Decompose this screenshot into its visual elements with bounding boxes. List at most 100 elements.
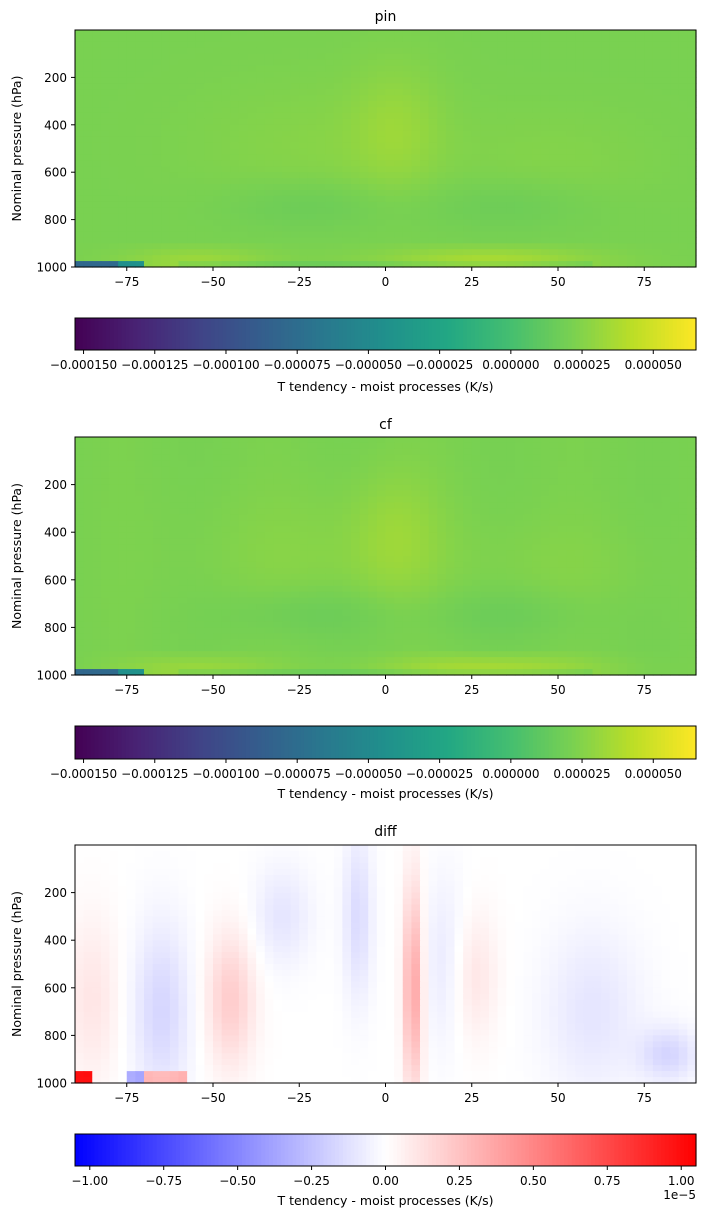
heatmap-cell xyxy=(307,219,318,227)
heatmap-cell xyxy=(195,484,205,492)
colorbar-segment xyxy=(140,318,146,350)
heatmap-cell xyxy=(480,178,490,185)
heatmap-cell xyxy=(351,243,361,250)
heatmap-cell xyxy=(187,496,197,504)
heatmap-cell xyxy=(454,225,464,233)
heatmap-cell xyxy=(100,255,111,262)
heatmap-cell xyxy=(644,526,654,533)
heatmap-cell xyxy=(307,41,318,49)
heatmap-cell xyxy=(411,160,421,167)
heatmap-cell xyxy=(109,225,119,233)
heatmap-cell xyxy=(75,130,85,138)
heatmap-cell xyxy=(532,142,542,150)
heatmap-cell xyxy=(351,89,361,96)
heatmap-cell xyxy=(652,567,663,575)
heatmap-cell xyxy=(428,460,438,468)
heatmap-cell xyxy=(342,101,352,108)
heatmap-cell xyxy=(342,213,352,221)
heatmap-cell xyxy=(359,201,369,209)
heatmap-cell xyxy=(273,178,283,185)
heatmap-cell xyxy=(635,47,645,55)
heatmap-cell xyxy=(195,136,205,144)
heatmap-cell xyxy=(333,508,343,515)
heatmap-cell xyxy=(178,47,188,55)
heatmap-cell xyxy=(169,502,180,509)
heatmap-cell xyxy=(471,472,481,480)
heatmap-cell xyxy=(575,118,585,126)
heatmap-cell xyxy=(109,219,119,227)
heatmap-cell xyxy=(609,460,619,468)
heatmap-cell xyxy=(592,526,602,533)
heatmap-cell xyxy=(402,219,412,227)
heatmap-cell xyxy=(299,59,309,67)
heatmap-cell xyxy=(402,118,412,126)
heatmap-cell xyxy=(644,148,654,156)
colorbar-segment xyxy=(86,318,92,350)
heatmap-cell xyxy=(247,478,257,486)
heatmap-cell xyxy=(126,142,136,150)
heatmap-cell xyxy=(325,225,335,233)
heatmap-cell xyxy=(126,213,136,221)
colorbar-segment xyxy=(474,318,480,350)
heatmap-cell xyxy=(100,124,111,132)
heatmap-cell xyxy=(445,89,456,96)
heatmap-cell xyxy=(351,484,361,492)
heatmap-cell xyxy=(618,231,628,238)
heatmap-cell xyxy=(402,550,412,557)
heatmap-cell xyxy=(575,130,585,138)
heatmap-cell xyxy=(566,472,576,480)
heatmap-cell xyxy=(394,189,404,197)
heatmap-cell xyxy=(558,508,568,515)
heatmap-cell xyxy=(135,502,145,509)
heatmap-cell xyxy=(256,35,266,43)
heatmap-cell xyxy=(480,532,490,539)
heatmap-cell xyxy=(256,59,266,67)
heatmap-cell xyxy=(678,255,688,262)
heatmap-cell xyxy=(144,184,154,191)
colorbar-segment xyxy=(214,318,220,350)
heatmap-cell xyxy=(376,556,387,563)
heatmap-cell xyxy=(178,207,188,215)
heatmap-cell xyxy=(540,160,550,167)
heatmap-cell xyxy=(420,567,430,575)
heatmap-cell xyxy=(333,65,343,73)
heatmap-cell xyxy=(359,526,369,533)
heatmap-cell xyxy=(661,207,671,215)
heatmap-cell xyxy=(109,95,119,102)
heatmap-cell xyxy=(678,496,688,504)
heatmap-cell xyxy=(445,142,456,150)
heatmap-cell xyxy=(670,101,680,108)
heatmap-cell xyxy=(368,118,378,126)
colorbar-segment xyxy=(490,318,495,350)
heatmap-cell xyxy=(558,442,568,450)
colorbar-segment xyxy=(529,318,534,350)
heatmap-cell xyxy=(204,195,214,203)
heatmap-cell xyxy=(635,41,645,49)
heatmap-cell xyxy=(144,118,154,126)
heatmap-cell xyxy=(575,166,585,173)
heatmap-cell xyxy=(506,83,516,90)
heatmap-cell xyxy=(558,237,568,244)
heatmap-cell xyxy=(463,437,473,444)
heatmap-cell xyxy=(575,448,585,456)
heatmap-cell xyxy=(463,490,473,498)
heatmap-cell xyxy=(290,472,300,480)
heatmap-cell xyxy=(497,47,507,55)
heatmap-cell xyxy=(109,124,119,132)
heatmap-cell xyxy=(100,591,111,599)
heatmap-cell xyxy=(687,41,697,49)
heatmap-cell xyxy=(333,454,343,462)
colorbar-tick-label: −0.000100 xyxy=(192,358,259,372)
heatmap-cell xyxy=(411,189,421,197)
heatmap-cell xyxy=(325,544,335,551)
heatmap-cell xyxy=(135,30,145,37)
heatmap-cell xyxy=(118,478,128,486)
heatmap-cell xyxy=(609,526,619,533)
heatmap-cell xyxy=(532,466,542,474)
heatmap-cell xyxy=(273,442,283,450)
heatmap-cell xyxy=(100,47,111,55)
heatmap-cell xyxy=(652,59,663,67)
heatmap-cell xyxy=(187,142,197,150)
heatmap-cell xyxy=(627,585,637,593)
heatmap-cell xyxy=(670,249,680,256)
